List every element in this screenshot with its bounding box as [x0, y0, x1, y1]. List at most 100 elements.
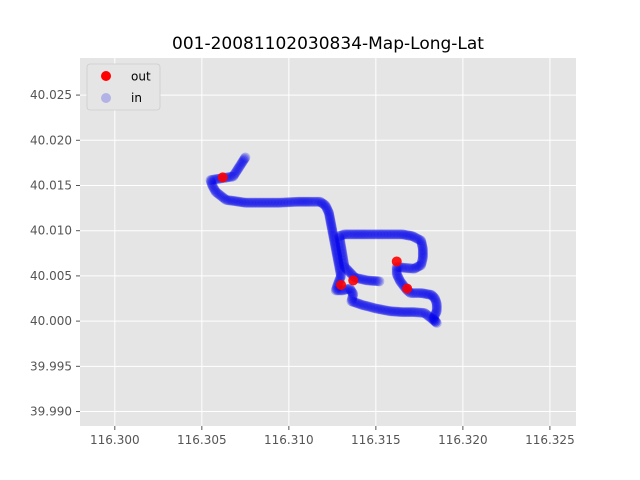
in-point [345, 284, 356, 295]
in-point [430, 293, 441, 304]
in-point [392, 306, 403, 317]
in-point [382, 229, 393, 240]
in-point [331, 248, 342, 259]
in-point [404, 263, 415, 274]
in-point [291, 196, 302, 207]
in-point [263, 197, 274, 208]
in-point [336, 230, 347, 241]
in-point [412, 261, 423, 272]
in-point [333, 255, 344, 266]
in-point [350, 297, 361, 308]
in-point [228, 195, 239, 206]
in-point [293, 196, 304, 207]
in-point [336, 270, 347, 281]
in-point [340, 262, 351, 273]
in-point [420, 288, 431, 299]
in-point [362, 229, 373, 240]
out-point [402, 283, 413, 294]
in-point [416, 239, 427, 250]
in-point [391, 263, 402, 274]
in-point [333, 256, 344, 267]
in-point [417, 255, 428, 266]
in-point [324, 211, 335, 222]
in-point [206, 179, 217, 190]
in-point [430, 294, 441, 305]
in-point [383, 305, 394, 316]
in-point [416, 258, 427, 269]
in-point [332, 254, 343, 265]
in-point [410, 307, 421, 318]
in-point [235, 160, 246, 171]
in-point [330, 241, 341, 252]
in-point [324, 210, 335, 221]
in-point [336, 245, 347, 256]
in-point [386, 229, 397, 240]
legend-label-out: out [131, 70, 151, 84]
in-point [292, 196, 303, 207]
in-point [233, 162, 244, 173]
in-point [356, 274, 367, 285]
in-point [417, 246, 428, 257]
in-point [430, 317, 441, 328]
x-tick-label: 116.320 [438, 433, 488, 447]
in-point [373, 303, 384, 314]
in-point [279, 197, 290, 208]
in-point [429, 314, 440, 325]
in-point [282, 197, 293, 208]
in-point [347, 290, 358, 301]
in-point [285, 197, 296, 208]
in-point [421, 288, 432, 299]
in-point [286, 197, 297, 208]
in-point [334, 261, 345, 272]
in-point [368, 275, 379, 286]
in-point [236, 159, 247, 170]
in-point [309, 196, 320, 207]
in-point [327, 224, 338, 235]
in-point [232, 164, 243, 175]
in-point [236, 197, 247, 208]
y-tick-label: 39.990 [30, 405, 72, 419]
grid-lines [80, 58, 576, 426]
in-point [238, 155, 249, 166]
in-point [394, 275, 405, 286]
in-point [398, 262, 409, 273]
in-point [232, 196, 243, 207]
in-point [234, 161, 245, 172]
in-point [244, 197, 255, 208]
in-point [424, 311, 435, 322]
in-point [334, 263, 345, 274]
in-point [328, 229, 339, 240]
in-point [391, 264, 402, 275]
in-point [391, 266, 402, 277]
in-point [333, 257, 344, 268]
in-point [206, 177, 217, 188]
in-point [299, 196, 310, 207]
in-point [367, 275, 378, 286]
y-tick-label: 40.015 [30, 178, 72, 192]
in-point [376, 229, 387, 240]
in-point [324, 212, 335, 223]
in-point [337, 251, 348, 262]
in-point [264, 197, 275, 208]
in-point [430, 309, 441, 320]
in-point [398, 229, 409, 240]
in-point [329, 237, 340, 248]
in-point [310, 196, 321, 207]
in-point [431, 300, 442, 311]
in-point [418, 307, 429, 318]
in-point [380, 305, 391, 316]
in-point [416, 307, 427, 318]
in-point [353, 298, 364, 309]
in-point [267, 197, 278, 208]
in-point [402, 307, 413, 318]
in-point [329, 234, 340, 245]
out-point [391, 256, 402, 267]
in-point [208, 174, 219, 185]
in-point [393, 272, 404, 283]
in-point [343, 229, 354, 240]
in-point [381, 229, 392, 240]
in-point [230, 196, 241, 207]
in-point [266, 197, 277, 208]
in-point [357, 229, 368, 240]
